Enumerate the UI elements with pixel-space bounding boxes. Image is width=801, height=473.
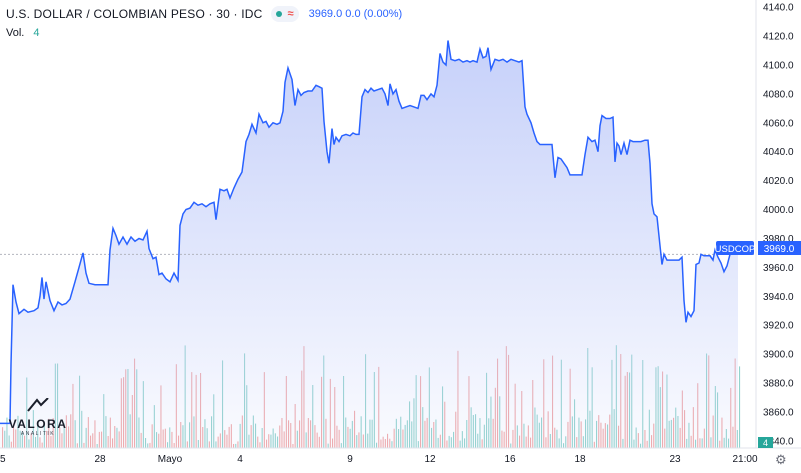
y-axis-ticks: 3840.0 3860.0 3880.0 3900.0 3920.0 3940.0 3960…	[763, 3, 794, 448]
volume-label: Vol.	[6, 27, 25, 39]
y-tick-label: 3900.0	[763, 350, 794, 361]
y-tick-label: 3880.0	[763, 378, 794, 389]
volume-value-label: 4	[758, 437, 773, 448]
valora-logo-icon: VALORA ANALITIK	[8, 397, 68, 437]
y-tick-label: 4040.0	[763, 147, 794, 158]
price-line	[0, 40, 738, 425]
y-tick-label: 3960.0	[763, 263, 794, 274]
x-tick-label: 9	[347, 454, 353, 465]
y-tick-label: 3840.0	[763, 436, 794, 447]
last-price-label: 3969.0	[758, 241, 801, 255]
y-tick-label: 4000.0	[763, 205, 794, 216]
quote-text: 3969.0 0.0 (0.00%)	[308, 8, 403, 20]
x-tick-label: 23	[669, 454, 681, 465]
y-tick-label: 3940.0	[763, 292, 794, 303]
gear-icon[interactable]: ⚙	[775, 452, 787, 467]
y-tick-label: 4100.0	[763, 61, 794, 72]
x-tick-label: 4	[237, 454, 243, 465]
x-tick-label: 25	[0, 454, 6, 465]
last-price-label-text: 3969.0	[764, 244, 795, 255]
volume-value-label-text: 4	[763, 438, 768, 448]
y-tick-label: 4140.0	[763, 3, 794, 14]
y-tick-label: 3860.0	[763, 407, 794, 418]
y-tick-label: 4080.0	[763, 89, 794, 100]
y-tick-label: 4120.0	[763, 32, 794, 43]
x-tick-label: 21:00	[732, 454, 757, 465]
x-tick-label: 18	[574, 454, 586, 465]
logo-subtitle: ANALITIK	[20, 431, 56, 437]
x-tick-label: 12	[424, 454, 436, 465]
chart-header: U.S. DOLLAR / COLOMBIAN PESO · 30 · IDC …	[6, 6, 402, 22]
volume-legend[interactable]: Vol. 4	[6, 27, 40, 39]
y-tick-label: 3920.0	[763, 321, 794, 332]
price-area-fill	[0, 40, 738, 448]
symbol-label: USDCOP	[715, 241, 756, 255]
symbol-label-text: USDCOP	[715, 244, 756, 255]
x-tick-label: 28	[94, 454, 106, 465]
volume-bar	[739, 366, 741, 448]
green-dot-icon	[275, 11, 282, 17]
x-tick-label: Mayo	[158, 454, 183, 465]
volume-value: 4	[33, 27, 40, 39]
y-tick-label: 4020.0	[763, 176, 794, 187]
status-pill[interactable]: ≈	[270, 6, 299, 22]
symbol-title[interactable]: U.S. DOLLAR / COLOMBIAN PESO · 30 · IDC	[6, 7, 263, 21]
logo-mark-icon	[27, 397, 49, 412]
logo-name: VALORA	[8, 417, 68, 431]
x-tick-label: 16	[504, 454, 516, 465]
approx-icon: ≈	[287, 8, 294, 20]
y-tick-label: 3980.0	[763, 234, 794, 245]
y-tick-label: 4060.0	[763, 118, 794, 129]
x-axis-ticks: 25 28 Mayo 4 9 12 16 18 23 21:00	[0, 454, 758, 465]
